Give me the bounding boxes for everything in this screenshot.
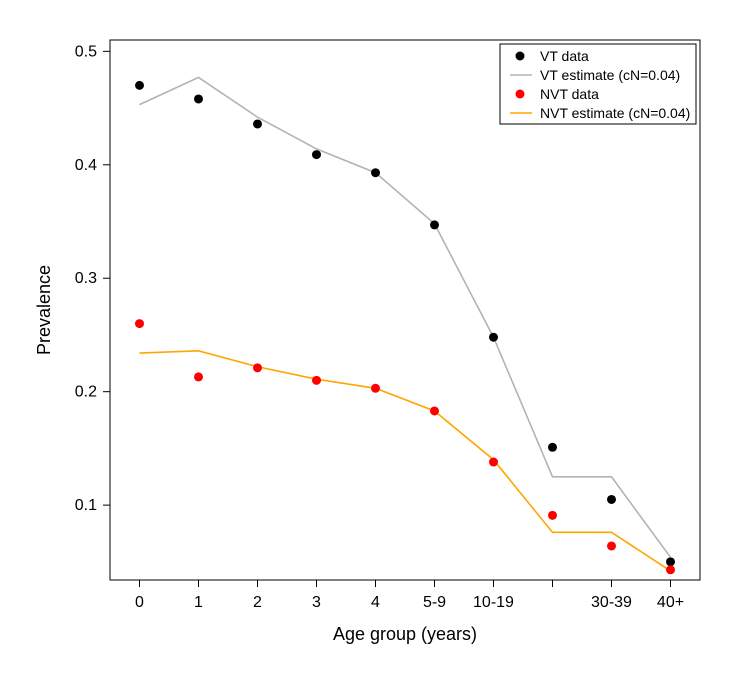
y-tick-label: 0.3 [75, 270, 97, 287]
x-tick-label: 2 [253, 594, 262, 611]
legend-label: NVT data [540, 86, 599, 102]
prevalence-chart: 0 1 2 3 4 5-9 10-19 30-39 40+ Age group (years) 0.… [0, 0, 753, 683]
legend-label: VT data [540, 48, 589, 64]
point [548, 443, 557, 452]
point [253, 363, 262, 372]
y-tick-label: 0.5 [75, 43, 97, 60]
y-tick-label: 0.2 [75, 384, 97, 401]
point [430, 220, 439, 229]
legend-label: NVT estimate (cN=0.04) [540, 105, 690, 121]
point [371, 384, 380, 393]
point [194, 372, 203, 381]
legend-label: VT estimate (cN=0.04) [540, 67, 680, 83]
point [194, 94, 203, 103]
y-tick-label: 0.4 [75, 157, 97, 174]
point [548, 511, 557, 520]
point [666, 565, 675, 574]
x-tick-label: 10-19 [473, 594, 514, 611]
point [135, 81, 144, 90]
x-axis-label: Age group (years) [333, 624, 477, 644]
x-tick-label: 3 [312, 594, 321, 611]
legend: VT data VT estimate (cN=0.04) NVT data NVT … [500, 44, 696, 124]
point [253, 119, 262, 128]
point [430, 406, 439, 415]
legend-marker [516, 52, 525, 61]
x-tick-label: 30-39 [591, 594, 632, 611]
point [489, 458, 498, 467]
point [371, 168, 380, 177]
point [607, 495, 616, 504]
x-tick-label: 5-9 [423, 594, 446, 611]
y-axis-label: Prevalence [34, 265, 54, 355]
x-tick-label: 40+ [657, 594, 684, 611]
point [607, 541, 616, 550]
point [489, 333, 498, 342]
legend-marker [516, 90, 525, 99]
x-tick-label: 1 [194, 594, 203, 611]
point [135, 319, 144, 328]
point [666, 557, 675, 566]
x-tick-label: 0 [135, 594, 144, 611]
point [312, 376, 321, 385]
y-tick-label: 0.1 [75, 497, 97, 514]
x-tick-label: 4 [371, 594, 380, 611]
point [312, 150, 321, 159]
